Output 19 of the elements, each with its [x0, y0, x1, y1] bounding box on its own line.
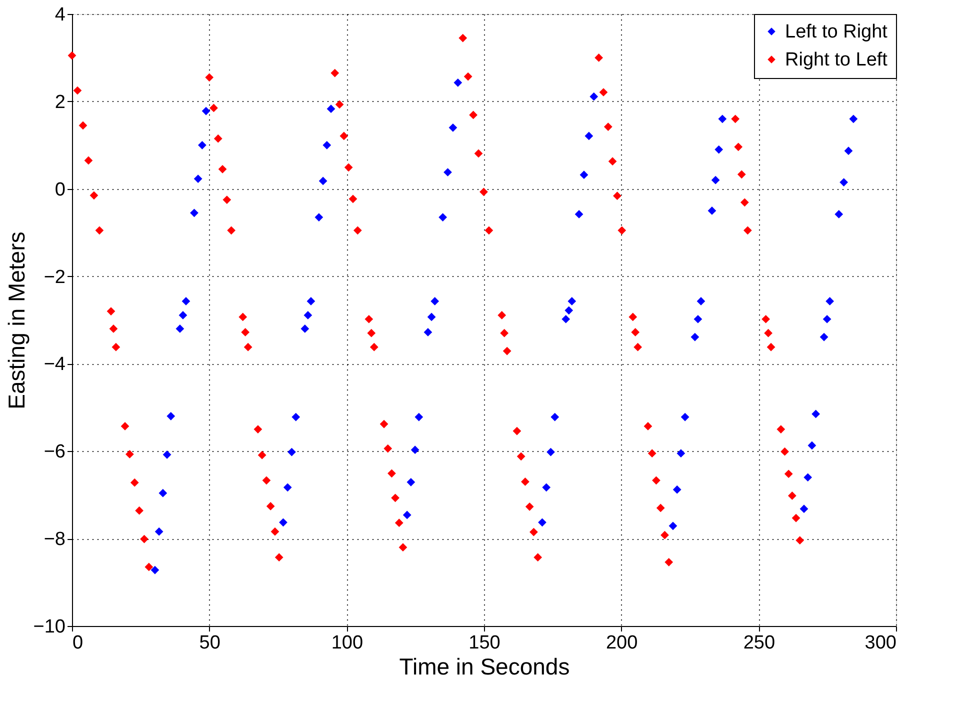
y-tick-label: 2	[54, 92, 66, 113]
y-tick-label: −10	[33, 616, 66, 638]
x-tick-label: 0	[72, 632, 84, 654]
legend-label: Left to Right	[785, 22, 888, 42]
y-tick-label: −4	[44, 354, 66, 376]
x-tick-label: 150	[468, 632, 500, 654]
x-tick-label: 200	[606, 632, 638, 654]
y-tick-label: −6	[44, 442, 66, 463]
x-tick-label: 300	[864, 632, 896, 654]
y-tick-label: −2	[44, 266, 66, 288]
legend-label: Right to Left	[785, 50, 888, 70]
x-axis-title: Time in Seconds	[399, 654, 570, 680]
y-tick-label: −8	[44, 529, 66, 550]
y-tick-label: 4	[54, 4, 66, 26]
x-tick-label: 250	[743, 632, 776, 654]
y-tick-label: 0	[54, 179, 66, 200]
x-tick-label: 100	[331, 632, 364, 654]
y-axis-title: Easting in Meters	[3, 232, 30, 410]
x-tick-label: 50	[199, 632, 220, 654]
